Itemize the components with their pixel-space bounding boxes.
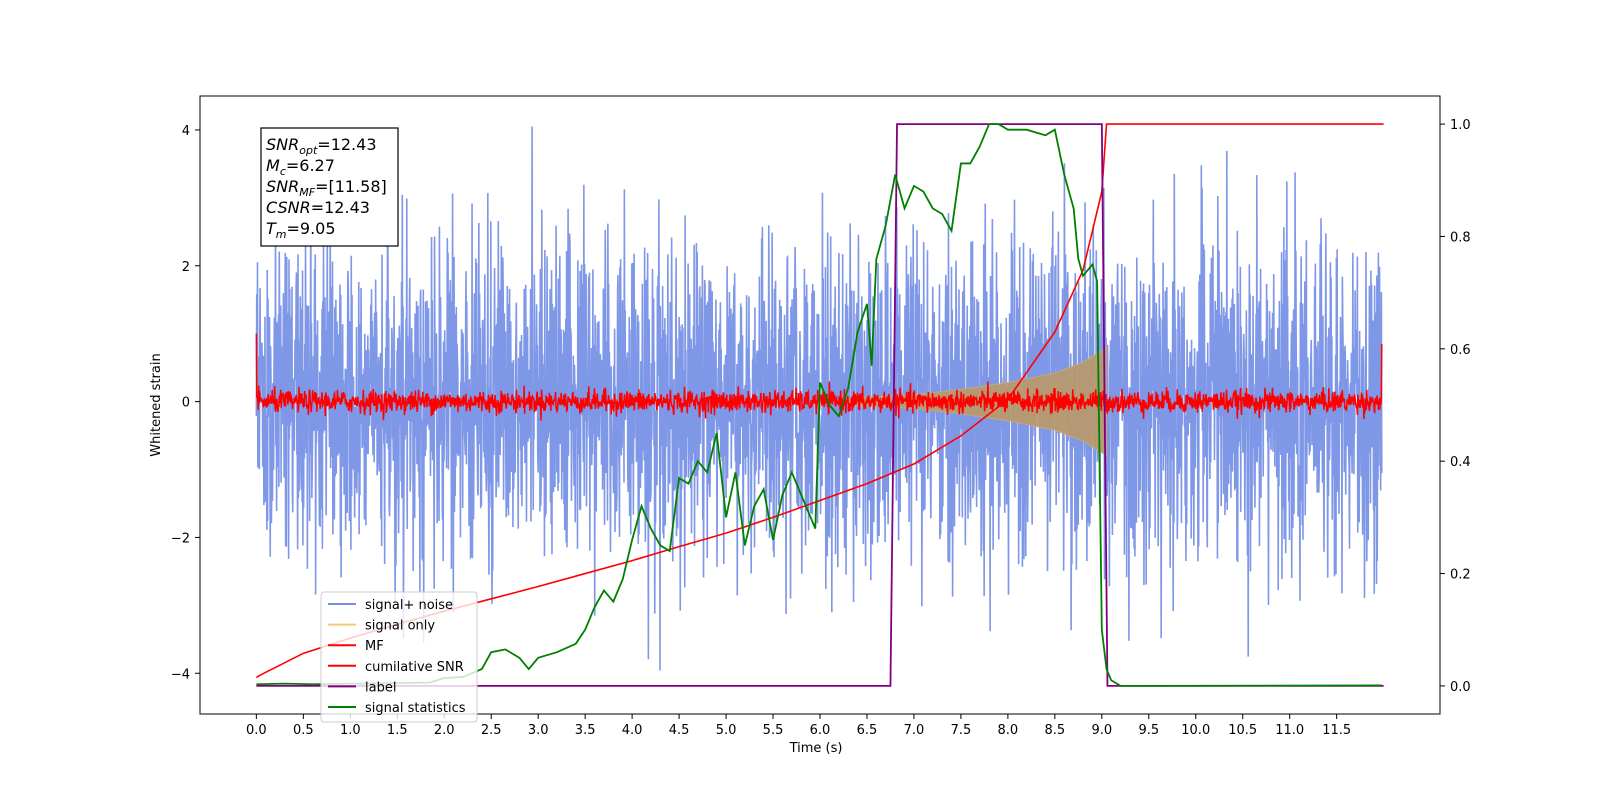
x-tick-label: 3.5 bbox=[575, 723, 596, 738]
annotation-line: SNRMF=[11.58] bbox=[266, 177, 387, 199]
x-tick-label: 5.0 bbox=[716, 723, 737, 738]
x-tick-label: 2.0 bbox=[434, 723, 455, 738]
x-tick-label: 10.5 bbox=[1228, 723, 1257, 738]
x-axis-label: Time (s) bbox=[789, 741, 843, 756]
x-tick-label: 9.5 bbox=[1138, 723, 1159, 738]
x-tick-label: 3.0 bbox=[528, 723, 549, 738]
x-tick-label: 6.5 bbox=[857, 723, 878, 738]
x-tick-label: 11.0 bbox=[1275, 723, 1304, 738]
x-tick-label: 0.5 bbox=[293, 723, 314, 738]
x-tick-label: 11.5 bbox=[1322, 723, 1351, 738]
x-tick-label: 4.5 bbox=[669, 723, 690, 738]
y-right-tick-label: 0.4 bbox=[1450, 455, 1471, 470]
y-right-tick-label: 1.0 bbox=[1450, 118, 1471, 133]
annotation-line: Mc=6.27 bbox=[266, 156, 335, 178]
y-right-tick-label: 0.2 bbox=[1450, 568, 1471, 583]
annotation-line: CSNR=12.43 bbox=[266, 198, 370, 217]
y-right-tick-label: 0.8 bbox=[1450, 230, 1471, 245]
signal-statistics-series bbox=[256, 123, 1382, 687]
y-left-tick-label: 0 bbox=[182, 396, 190, 411]
legend-label: label bbox=[365, 680, 396, 695]
y-axis-right: 0.0 0.2 0.4 0.6 0.8 1.0 bbox=[1440, 118, 1471, 695]
x-tick-label: 5.5 bbox=[763, 723, 784, 738]
x-tick-label: 4.0 bbox=[622, 723, 643, 738]
y-axis-label: Whitened strain bbox=[149, 353, 164, 456]
y-left-tick-label: 4 bbox=[182, 124, 190, 139]
x-tick-label: 8.0 bbox=[998, 723, 1019, 738]
x-tick-label: 1.0 bbox=[340, 723, 361, 738]
legend-label: cumilative SNR bbox=[365, 660, 464, 675]
x-tick-label: 1.5 bbox=[387, 723, 408, 738]
legend-frame bbox=[320, 591, 478, 723]
x-axis: 0.0 0.5 1.0 1.5 2.0 2.5 3.0 3.5 4.0 4.5 5.0 5.5 6.0 6… bbox=[246, 714, 1351, 738]
y-right-tick-label: 0.0 bbox=[1450, 680, 1471, 695]
annotation-frame bbox=[260, 127, 399, 247]
annotation-line: Tm=9.05 bbox=[266, 219, 336, 241]
y-left-tick-label: 2 bbox=[182, 260, 190, 275]
signal-statistics-line bbox=[256, 123, 1382, 687]
legend: signal+ noise signal only MF cumilative SNR… bbox=[320, 591, 478, 723]
x-tick-label: 7.0 bbox=[904, 723, 925, 738]
legend-label: signal+ noise bbox=[365, 598, 453, 613]
x-tick-label: 9.0 bbox=[1091, 723, 1112, 738]
y-axis-left: −4 −2 0 2 4 bbox=[171, 124, 200, 682]
x-tick-label: 8.5 bbox=[1045, 723, 1066, 738]
x-tick-label: 0.0 bbox=[246, 723, 267, 738]
x-tick-label: 2.5 bbox=[481, 723, 502, 738]
x-tick-label: 6.0 bbox=[810, 723, 831, 738]
y-right-tick-label: 0.6 bbox=[1450, 343, 1471, 358]
annotation-box: SNRopt=12.43Mc=6.27SNRMF=[11.58]CSNR=12.… bbox=[260, 127, 399, 247]
y-left-tick-label: −2 bbox=[171, 531, 190, 546]
legend-label: signal only bbox=[365, 619, 435, 634]
legend-label: signal statistics bbox=[365, 701, 466, 716]
annotation-line: SNRopt=12.43 bbox=[266, 135, 377, 157]
y-left-tick-label: −4 bbox=[171, 667, 190, 682]
x-tick-label: 10.0 bbox=[1181, 723, 1210, 738]
legend-label: MF bbox=[365, 639, 384, 654]
x-tick-label: 7.5 bbox=[951, 723, 972, 738]
